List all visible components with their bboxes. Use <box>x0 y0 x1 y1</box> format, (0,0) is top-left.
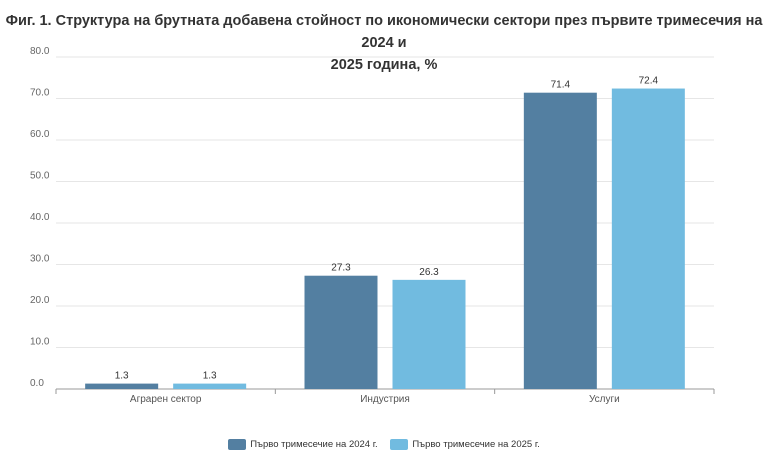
x-category-label: Аграрен сектор <box>130 394 202 405</box>
y-tick-label: 60.0 <box>30 129 50 140</box>
chart-title: Фиг. 1. Структура на брутната добавена с… <box>0 10 768 76</box>
legend: Първо тримесечие на 2024 г. Първо тримес… <box>0 439 768 453</box>
bar-value-label: 72.4 <box>639 76 659 87</box>
legend-item-2024[interactable]: Първо тримесечие на 2024 г. <box>228 439 378 450</box>
bar <box>85 383 159 389</box>
bar-value-label: 1.3 <box>203 371 217 382</box>
chart-title-line-2: 2025 година, % <box>330 57 438 73</box>
y-tick-label: 40.0 <box>30 212 50 223</box>
y-tick-label: 0.0 <box>30 378 44 389</box>
x-category-label: Услуги <box>589 394 620 405</box>
y-tick-label: 80.0 <box>30 46 50 57</box>
bar-value-label: 27.3 <box>331 263 351 274</box>
chart-title-line-1: Фиг. 1. Структура на брутната добавена с… <box>5 13 763 51</box>
y-tick-label: 20.0 <box>30 295 50 306</box>
bar-value-label: 26.3 <box>419 267 439 278</box>
bar <box>392 279 466 389</box>
bar-value-label: 1.3 <box>115 371 129 382</box>
y-tick-label: 30.0 <box>30 254 50 265</box>
x-category-label: Индустрия <box>360 394 410 405</box>
bar <box>173 383 247 389</box>
legend-item-2025[interactable]: Първо тримесечие на 2025 г. <box>390 439 540 450</box>
y-tick-label: 10.0 <box>30 337 50 348</box>
bar-value-label: 71.4 <box>551 80 571 91</box>
bar <box>523 92 597 389</box>
legend-swatch-2024 <box>228 439 247 450</box>
legend-label-2025: Първо тримесечие на 2025 г. <box>412 439 540 450</box>
legend-swatch-2025 <box>390 439 409 450</box>
y-tick-label: 50.0 <box>30 171 50 182</box>
bar <box>304 275 378 389</box>
y-tick-label: 70.0 <box>30 88 50 99</box>
legend-label-2024: Първо тримесечие на 2024 г. <box>250 439 378 450</box>
bar <box>611 88 685 389</box>
